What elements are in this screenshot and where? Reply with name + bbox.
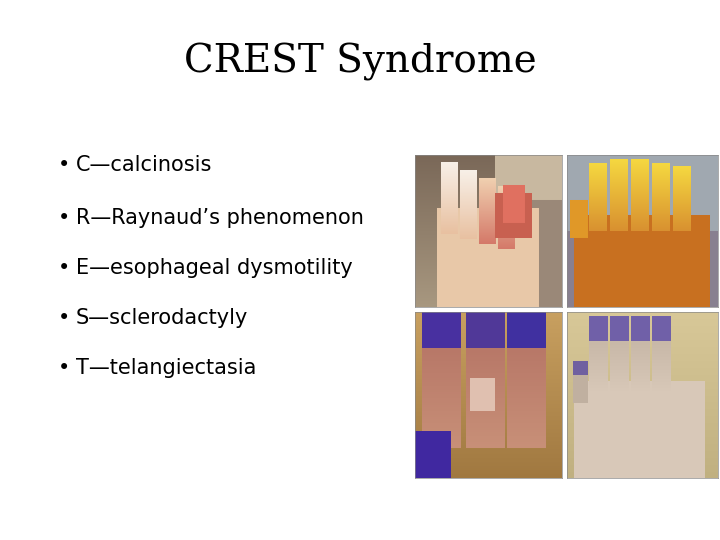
Text: C—calcinosis: C—calcinosis — [76, 155, 212, 175]
Text: E—esophageal dysmotility: E—esophageal dysmotility — [76, 258, 353, 278]
Text: •: • — [58, 258, 71, 278]
Text: CREST Syndrome: CREST Syndrome — [184, 43, 536, 81]
Text: R—Raynaud’s phenomenon: R—Raynaud’s phenomenon — [76, 208, 364, 228]
Text: •: • — [58, 308, 71, 328]
Text: •: • — [58, 208, 71, 228]
Text: •: • — [58, 155, 71, 175]
Text: T—telangiectasia: T—telangiectasia — [76, 358, 256, 378]
Text: •: • — [58, 358, 71, 378]
Text: S—sclerodactyly: S—sclerodactyly — [76, 308, 248, 328]
